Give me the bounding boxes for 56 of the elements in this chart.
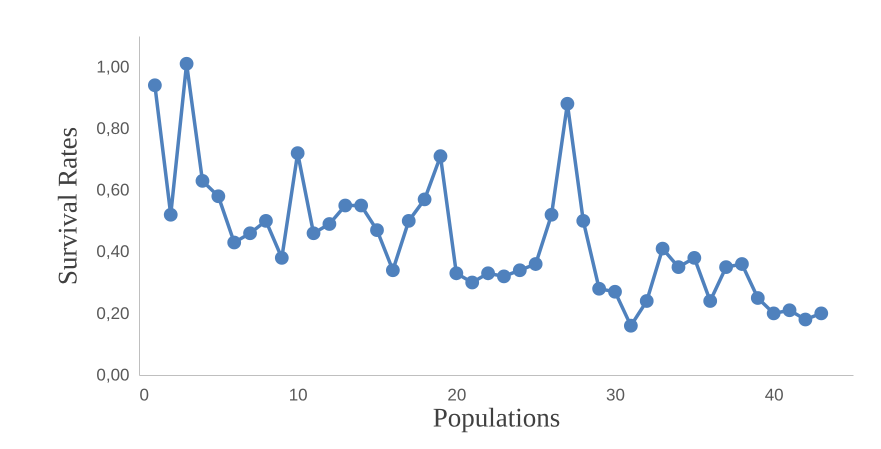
y-tick-label: 0,40 bbox=[96, 242, 130, 262]
point bbox=[465, 276, 480, 290]
point bbox=[512, 263, 527, 278]
y-axis-title: Survival Rates bbox=[52, 126, 82, 286]
point bbox=[243, 226, 257, 240]
x-tick-label: 10 bbox=[288, 386, 308, 404]
point bbox=[592, 282, 606, 296]
point bbox=[338, 198, 352, 212]
point bbox=[274, 251, 289, 265]
y-tick-label: 1,00 bbox=[96, 57, 130, 76]
point bbox=[608, 284, 622, 299]
point bbox=[544, 208, 558, 222]
point bbox=[418, 192, 432, 206]
point bbox=[322, 217, 336, 231]
point bbox=[434, 149, 448, 164]
point bbox=[687, 251, 702, 265]
point bbox=[782, 303, 796, 318]
point bbox=[703, 294, 718, 308]
point bbox=[386, 263, 400, 278]
point bbox=[196, 174, 210, 188]
point bbox=[370, 223, 384, 238]
point bbox=[735, 257, 749, 271]
point bbox=[290, 146, 305, 160]
point bbox=[481, 266, 495, 280]
point bbox=[211, 189, 226, 204]
y-tick-label: 0,00 bbox=[96, 366, 130, 384]
point bbox=[354, 198, 368, 212]
y-tick-label: 0,60 bbox=[96, 180, 130, 200]
point bbox=[656, 242, 670, 256]
y-tick-label: 0,20 bbox=[96, 304, 130, 323]
point bbox=[497, 270, 511, 284]
x-tick-label: 30 bbox=[606, 386, 625, 404]
point bbox=[449, 266, 464, 280]
x-axis-title: Populations bbox=[432, 402, 560, 432]
point bbox=[750, 291, 765, 305]
x-tick-label: 20 bbox=[447, 386, 466, 404]
point bbox=[719, 260, 733, 274]
point bbox=[560, 96, 574, 111]
point bbox=[528, 257, 543, 271]
point bbox=[227, 236, 242, 250]
point bbox=[576, 214, 590, 228]
point bbox=[259, 214, 273, 228]
x-tick-label: 0 bbox=[140, 386, 149, 404]
point bbox=[164, 208, 178, 222]
x-tick-label: 40 bbox=[764, 386, 784, 404]
point bbox=[798, 312, 812, 326]
point bbox=[672, 260, 686, 274]
point bbox=[402, 214, 416, 228]
point bbox=[306, 226, 320, 240]
y-tick-label: 0,80 bbox=[96, 118, 130, 138]
point bbox=[148, 78, 162, 92]
point bbox=[624, 318, 638, 333]
point bbox=[640, 294, 654, 308]
point bbox=[766, 306, 781, 320]
point bbox=[814, 306, 828, 320]
point bbox=[180, 56, 194, 71]
